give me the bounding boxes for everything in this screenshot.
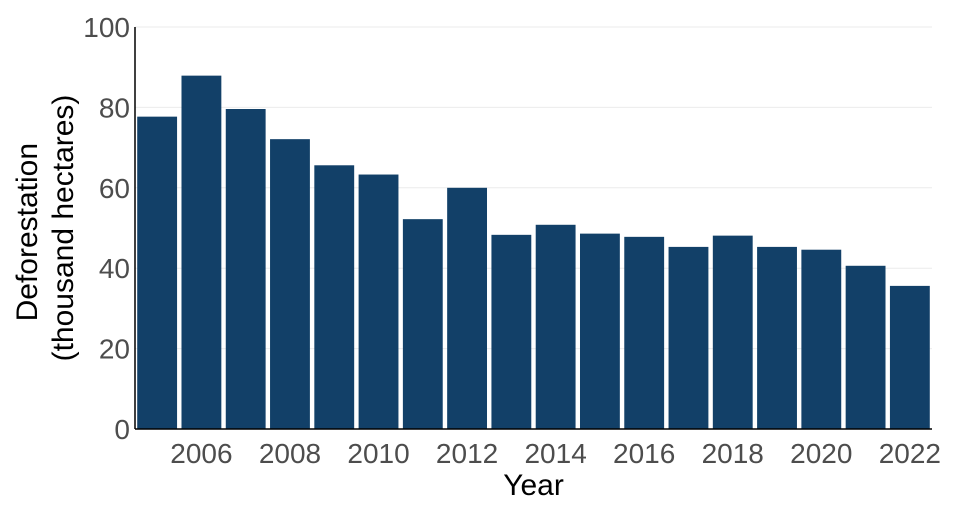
- y-tick-label: 0: [114, 414, 130, 445]
- x-tick-label: 2016: [613, 438, 675, 469]
- x-tick-label: 2010: [347, 438, 409, 469]
- x-tick-label: 2020: [790, 438, 852, 469]
- y-axis-title-line-1: Deforestation: [11, 143, 44, 321]
- bar-2022: [889, 285, 930, 429]
- bar-2009: [314, 165, 355, 429]
- y-tick-label: 100: [83, 12, 130, 43]
- bar-2006: [181, 75, 222, 429]
- bar-2007: [225, 109, 266, 430]
- bar-2021: [845, 265, 886, 429]
- bar-2010: [358, 174, 399, 429]
- grid-lines: [135, 26, 932, 350]
- y-tick-label: 60: [99, 173, 130, 204]
- x-tick-label: 2018: [702, 438, 764, 469]
- x-axis-title: Year: [503, 469, 564, 502]
- bar-2015: [579, 233, 620, 429]
- y-tick-labels: 0 20 40 60 80 100: [83, 12, 130, 445]
- x-tick-label: 2006: [170, 438, 232, 469]
- y-tick-label: 20: [99, 334, 130, 365]
- bar-2012: [447, 187, 488, 429]
- y-tick-label: 80: [99, 92, 130, 123]
- y-axis-title: Deforestation (thousand hectares): [11, 95, 80, 362]
- bar-2020: [801, 249, 842, 429]
- y-tick-label: 40: [99, 253, 130, 284]
- bar-2016: [624, 236, 665, 429]
- bar-2013: [491, 234, 532, 429]
- bar-2018: [712, 235, 753, 429]
- x-tick-label: 2022: [879, 438, 941, 469]
- bars: [137, 75, 930, 430]
- bar-2017: [668, 246, 709, 429]
- y-axis-title-line-2: (thousand hectares): [47, 95, 80, 362]
- x-tick-label: 2014: [524, 438, 586, 469]
- x-tick-labels: 2006 2008 2010 2012 2014 2016 2018 2020 2022: [170, 438, 941, 469]
- bar-2011: [402, 219, 443, 429]
- bar-2008: [270, 139, 310, 429]
- bar-2019: [757, 246, 797, 429]
- x-tick-label: 2008: [259, 438, 321, 469]
- x-tick-label: 2012: [436, 438, 498, 469]
- bar-2005: [137, 116, 178, 430]
- bar-2014: [535, 224, 576, 429]
